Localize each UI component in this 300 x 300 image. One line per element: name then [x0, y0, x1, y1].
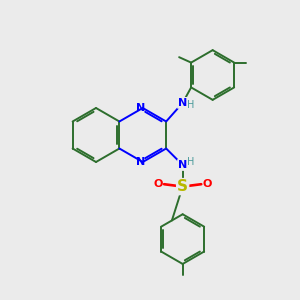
Text: H: H	[188, 157, 195, 167]
Text: N: N	[178, 98, 187, 108]
Text: O: O	[202, 179, 212, 189]
Text: N: N	[178, 160, 187, 170]
Text: O: O	[153, 179, 163, 189]
Text: S: S	[177, 179, 188, 194]
Text: N: N	[136, 103, 145, 113]
Text: N: N	[136, 157, 145, 167]
Text: H: H	[188, 100, 195, 110]
